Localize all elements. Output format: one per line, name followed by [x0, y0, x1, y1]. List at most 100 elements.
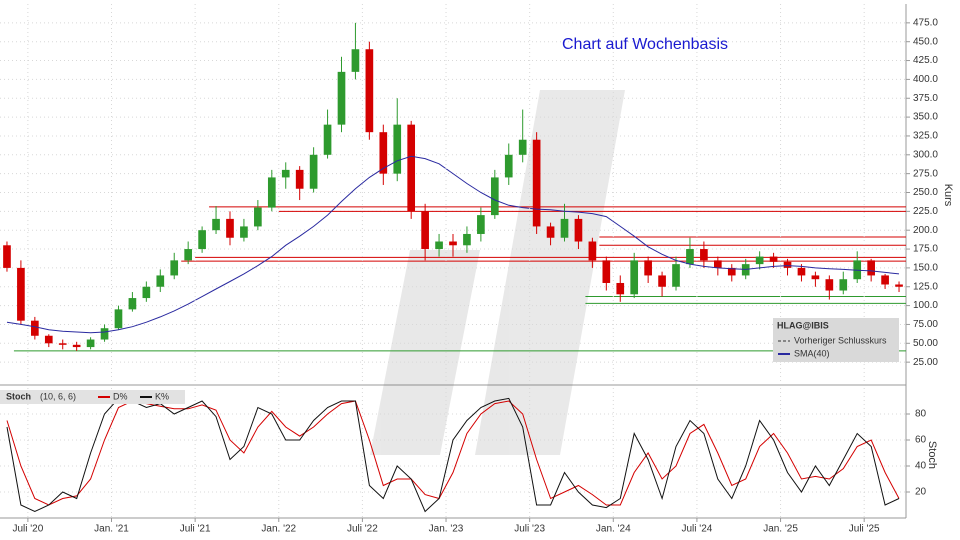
candle-body [309, 154, 318, 189]
candle-body [477, 215, 485, 234]
candle-body [727, 267, 736, 276]
candle-body [602, 260, 611, 283]
x-tick-label: Jan. '21 [94, 524, 129, 535]
candle-body [895, 284, 903, 287]
y-tick-label: 50.00 [913, 338, 938, 349]
x-tick-label: Juli '21 [180, 524, 211, 535]
candle-body [783, 261, 792, 268]
legend-title: HLAG@IBIS [777, 320, 829, 330]
candle-body [881, 275, 889, 285]
y-tick-label: 275.0 [913, 168, 938, 179]
y-tick-label: 80 [915, 409, 927, 420]
y-tick-label: 450.0 [913, 36, 938, 47]
y-tick-label: 250.0 [913, 187, 938, 198]
y-tick-label: 375.0 [913, 93, 938, 104]
candle-body [31, 320, 39, 336]
header-band [0, 390, 185, 404]
legend-box [773, 318, 899, 362]
candle-body [435, 241, 443, 250]
candle-body [226, 218, 234, 238]
y-axis-label: Stoch [926, 441, 938, 469]
candle-body [379, 132, 388, 174]
y-tick-label: 40 [915, 461, 927, 472]
y-tick-label: 175.0 [913, 244, 938, 255]
y-axis-label: Kurs [942, 184, 954, 207]
candle-body [755, 256, 764, 265]
x-tick-label: Jan. '24 [596, 524, 631, 535]
candle-body [17, 267, 25, 321]
x-tick-label: Jan. '25 [763, 524, 798, 535]
candle-body [658, 275, 666, 287]
y-tick-label: 60 [915, 435, 927, 446]
indicator-title: Stoch [6, 391, 31, 401]
y-tick-label: 350.0 [913, 112, 938, 123]
series-line [6, 155, 900, 334]
stoch-plot [0, 388, 906, 518]
candle-body [44, 335, 53, 344]
candle-body [100, 328, 109, 340]
y-tick-label: 225.0 [913, 206, 938, 217]
candle-body [797, 267, 806, 276]
candle-body [212, 218, 220, 231]
candle-body [811, 275, 820, 280]
x-tick-label: Juli '23 [514, 524, 545, 535]
candle-body [58, 343, 67, 345]
candle-body [86, 339, 95, 348]
candle-body [449, 241, 457, 246]
candle-body [644, 260, 652, 276]
candle-body [407, 124, 416, 212]
candle-body [323, 124, 332, 155]
candle-body [114, 309, 123, 329]
y-tick-label: 425.0 [913, 55, 938, 66]
y-tick-label: 20 [915, 487, 927, 498]
legend-label: SMA(40) [794, 348, 830, 358]
legend-label: Vorheriger Schlusskurs [794, 335, 887, 345]
candle-body [546, 226, 555, 238]
y-tick-label: 150.0 [913, 263, 938, 274]
y-tick-label: 475.0 [913, 17, 938, 28]
x-tick-label: Jan. '23 [429, 524, 464, 535]
price-plot [0, 4, 906, 381]
candle-body [170, 260, 179, 276]
candle-body [560, 218, 569, 238]
candle-body [686, 249, 694, 265]
x-tick-label: Juli '24 [682, 524, 713, 535]
candle-body [72, 344, 81, 348]
legend: HLAG@IBIS Vorheriger Schlusskurs SMA(40) [773, 318, 899, 362]
candle-body [463, 233, 471, 246]
y-tick-label: 75.00 [913, 319, 938, 330]
x-tick-label: Jan. '22 [261, 524, 296, 535]
candle-body [769, 256, 778, 262]
candle-body [532, 139, 541, 227]
candle-body [267, 177, 276, 208]
x-tick-label: Juli '22 [347, 524, 378, 535]
y-tick-label: 300.0 [913, 149, 938, 160]
candle-body [281, 169, 290, 178]
legend-label: K% [155, 391, 169, 401]
stoch-header: Stoch (10, 6, 6) D% K% [0, 390, 185, 404]
candle-body [867, 260, 875, 276]
candle-body [574, 218, 583, 242]
candle-body [295, 169, 304, 189]
candle-body [616, 282, 625, 295]
candle-body [240, 226, 248, 238]
y-tick-label: 25.00 [913, 357, 938, 368]
candle-body [630, 260, 639, 295]
candle-body [672, 264, 680, 287]
watermark [370, 90, 625, 455]
y-tick-label: 200.0 [913, 225, 938, 236]
candle-body [184, 249, 193, 261]
candle-body [504, 154, 513, 178]
candle-body [156, 275, 165, 287]
candle-body [490, 177, 499, 216]
axes: 25.00 50.00 75.00 100.0 125.0 150.0 175.0 200.0… [12, 17, 938, 534]
x-tick-label: Juli '25 [849, 524, 880, 535]
y-tick-label: 400.0 [913, 74, 938, 85]
candle-body [825, 279, 834, 291]
candle-body [839, 279, 848, 291]
candle-body [128, 298, 137, 310]
y-tick-label: 325.0 [913, 131, 938, 142]
candle-body [393, 124, 402, 174]
